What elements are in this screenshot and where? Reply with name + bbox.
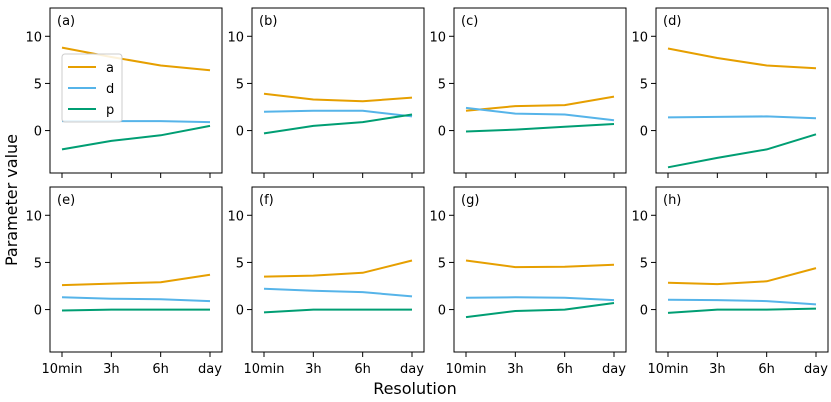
panel-h: 0 5 10 10min 3h 6h day (h) [631, 186, 829, 377]
plot-frame [655, 186, 829, 353]
y-tick-label: 0 [34, 125, 42, 140]
plot-frame [453, 186, 627, 353]
y-tick-label: 5 [438, 77, 446, 92]
series-line-p [61, 308, 210, 312]
x-tick-label: 10min [41, 362, 82, 377]
panel-label: (d) [663, 14, 681, 29]
y-tick-label: 5 [236, 77, 244, 92]
panel-f: 0 5 10 10min 3h 6h day (f) [227, 186, 425, 377]
legend-label-p: p [106, 103, 114, 118]
y-axis-label: Parameter value [2, 134, 21, 266]
x-tick-label: day [400, 362, 424, 377]
plot-frame [251, 7, 425, 174]
y-tick-label: 0 [640, 304, 648, 319]
legend: adp [61, 53, 123, 123]
x-tick-label: 10min [647, 362, 688, 377]
y-tick-label: 10 [25, 30, 42, 45]
y-tick-label: 5 [640, 77, 648, 92]
series-line-a [263, 92, 413, 103]
plot-frame [655, 7, 829, 174]
y-tick-label: 5 [640, 256, 648, 271]
y-tick-label: 10 [429, 209, 446, 224]
y-tick-label: 0 [34, 304, 42, 319]
y-tick-label: 0 [438, 304, 446, 319]
y-tick-label: 0 [438, 125, 446, 140]
plot-frame [49, 186, 223, 353]
panel-b: 0 5 10 (b) [227, 7, 425, 178]
series-line-p [263, 308, 412, 314]
panel-label: (a) [57, 14, 75, 29]
panel-e: 0 5 10 10min 3h 6h day (e) [25, 186, 223, 377]
series-line-d [61, 296, 211, 303]
y-tick-label: 5 [438, 256, 446, 271]
series-line-p [263, 113, 413, 135]
panel-label: (c) [461, 14, 478, 29]
y-tick-label: 10 [227, 30, 244, 45]
y-tick-label: 0 [236, 125, 244, 140]
series-line-d [465, 106, 615, 122]
plot-frame [453, 7, 627, 174]
series-line-d [465, 296, 615, 302]
y-tick-label: 0 [640, 125, 648, 140]
plot-frame [251, 186, 425, 353]
x-tick-label: 3h [305, 362, 322, 377]
series-line-a [465, 259, 615, 269]
panel-label: (g) [461, 193, 479, 208]
series-line-p [667, 133, 817, 169]
panel-label: (e) [57, 193, 75, 208]
legend-label-a: a [106, 61, 114, 76]
y-tick-label: 10 [227, 209, 244, 224]
x-tick-label: 3h [507, 362, 524, 377]
panel-d: 0 5 10 (d) [631, 7, 829, 178]
series-line-p [465, 302, 615, 319]
panel-g: 0 5 10 10min 3h 6h day (g) [429, 186, 627, 377]
y-tick-label: 10 [631, 30, 648, 45]
series-line-p [465, 123, 615, 133]
panel-label: (b) [259, 14, 277, 29]
x-tick-label: 6h [556, 362, 573, 377]
panel-a: 0 5 10 (a) adp [25, 7, 223, 178]
series-line-a [61, 273, 211, 287]
panel-label: (h) [663, 193, 681, 208]
x-tick-label: 10min [445, 362, 486, 377]
series-line-d [263, 287, 413, 298]
legend-label-d: d [106, 82, 114, 97]
y-tick-label: 5 [34, 77, 42, 92]
y-tick-label: 0 [236, 304, 244, 319]
series-line-a [667, 47, 817, 70]
series-line-d [263, 109, 413, 118]
series-line-d [667, 298, 817, 306]
y-tick-label: 5 [236, 256, 244, 271]
series-line-a [667, 267, 817, 286]
x-tick-label: 6h [152, 362, 169, 377]
x-axis-label: Resolution [373, 379, 457, 398]
series-line-p [61, 124, 211, 151]
panel-label: (f) [259, 193, 274, 208]
x-tick-label: 6h [758, 362, 775, 377]
series-line-a [61, 46, 211, 72]
series-line-d [667, 115, 817, 120]
series-line-p [667, 307, 817, 314]
y-tick-label: 10 [631, 209, 648, 224]
y-tick-label: 5 [34, 256, 42, 271]
x-tick-label: day [198, 362, 222, 377]
x-tick-label: 10min [243, 362, 284, 377]
series-line-a [263, 259, 413, 278]
x-tick-label: 3h [709, 362, 726, 377]
panels: 0 5 10 (a) adp 0 5 10 (b) 0 5 10 (c) 0 5 10 (d) 0 5 10 10min… [25, 7, 829, 377]
x-tick-label: 6h [354, 362, 371, 377]
x-tick-label: day [804, 362, 828, 377]
panel-c: 0 5 10 (c) [429, 7, 627, 178]
x-tick-label: day [602, 362, 626, 377]
plot-frame [49, 7, 223, 174]
series-line-a [465, 95, 615, 112]
x-tick-label: 3h [103, 362, 120, 377]
y-tick-label: 10 [25, 209, 42, 224]
y-tick-label: 10 [429, 30, 446, 45]
